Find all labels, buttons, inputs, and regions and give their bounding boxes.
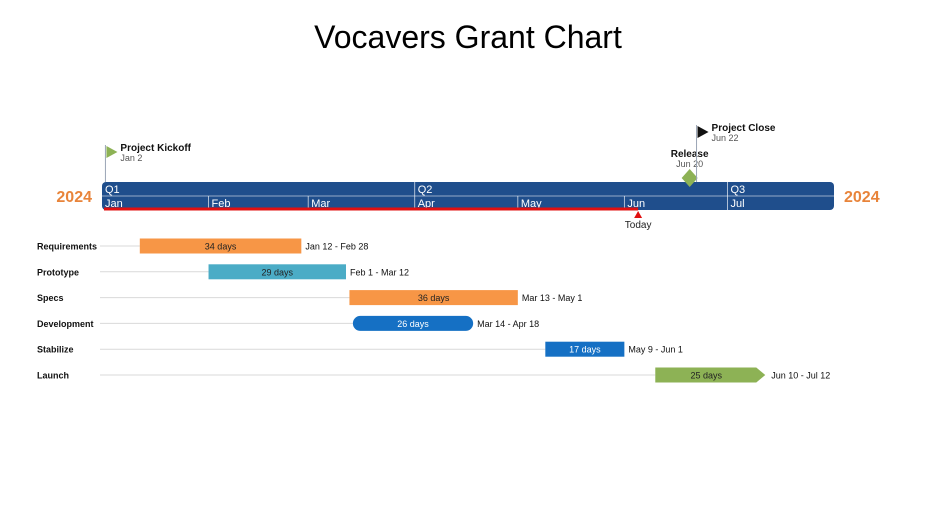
month-label: Mar [311, 198, 330, 210]
milestone-date: Jun 20 [676, 159, 703, 169]
chart-title: Vocavers Grant Chart [314, 19, 622, 55]
task-bar [349, 290, 518, 306]
task-row: Requirements 34 days Jan 12 - Feb 28 [37, 238, 368, 254]
today-label: Today [625, 220, 652, 231]
task-bar [352, 315, 474, 331]
task-name: Stabilize [37, 345, 74, 355]
task-name: Requirements [37, 242, 97, 252]
task-bar [545, 341, 625, 357]
month-label: Jul [730, 198, 744, 210]
month-label: Feb [212, 198, 231, 210]
quarter-label: Q1 [105, 184, 120, 196]
task-name: Specs [37, 293, 64, 303]
month-label: May [521, 198, 542, 210]
month-label: Apr [418, 198, 435, 210]
task-row: Stabilize 17 days May 9 - Jun 1 [37, 341, 683, 357]
task-dates: Feb 1 - Mar 12 [350, 267, 409, 277]
task-dates: May 9 - Jun 1 [628, 345, 683, 355]
today-marker [634, 211, 643, 218]
task-name: Development [37, 319, 94, 329]
task-name: Launch [37, 371, 69, 381]
milestone-name: Release [671, 149, 709, 160]
task-dates: Jun 10 - Jul 12 [771, 371, 830, 381]
quarter-label: Q2 [418, 184, 433, 196]
task-name: Prototype [37, 267, 79, 277]
milestone-date: Jun 22 [712, 133, 739, 143]
year-label-right: 2024 [844, 189, 880, 206]
timeline-axis: Q1 Q2 Q3 Jan Feb Mar Apr May Jun Jul 2024 2024 Today [56, 182, 880, 231]
milestone-flag [106, 146, 118, 158]
milestone-flag [697, 126, 709, 138]
month-label: Jan [105, 198, 123, 210]
task-rows: Requirements 34 days Jan 12 - Feb 28 Protot… [37, 238, 830, 383]
task-duration: 17 days [569, 345, 601, 355]
milestone-diamond [681, 169, 698, 187]
task-bar [655, 367, 766, 383]
task-duration: 26 days [397, 319, 429, 329]
task-row: Specs 36 days Mar 13 - May 1 [37, 290, 583, 306]
task-duration: 36 days [418, 293, 450, 303]
task-duration: 29 days [262, 267, 294, 277]
task-dates: Mar 13 - May 1 [522, 293, 583, 303]
quarter-label: Q3 [730, 184, 745, 196]
task-duration: 34 days [205, 242, 237, 252]
task-bar [139, 238, 302, 254]
task-duration: 25 days [691, 371, 723, 381]
year-label-left: 2024 [56, 189, 92, 206]
milestone-name: Project Kickoff [120, 143, 191, 154]
task-bar [208, 264, 346, 280]
task-row: Launch 25 days Jun 10 - Jul 12 [37, 367, 830, 383]
task-row: Prototype 29 days Feb 1 - Mar 12 [37, 264, 409, 280]
month-label: Jun [627, 198, 645, 210]
milestone-name: Project Close [712, 123, 776, 134]
task-dates: Mar 14 - Apr 18 [477, 319, 539, 329]
milestone-date: Jan 2 [120, 153, 142, 163]
task-dates: Jan 12 - Feb 28 [305, 242, 368, 252]
task-row: Development 26 days Mar 14 - Apr 18 [37, 315, 539, 331]
